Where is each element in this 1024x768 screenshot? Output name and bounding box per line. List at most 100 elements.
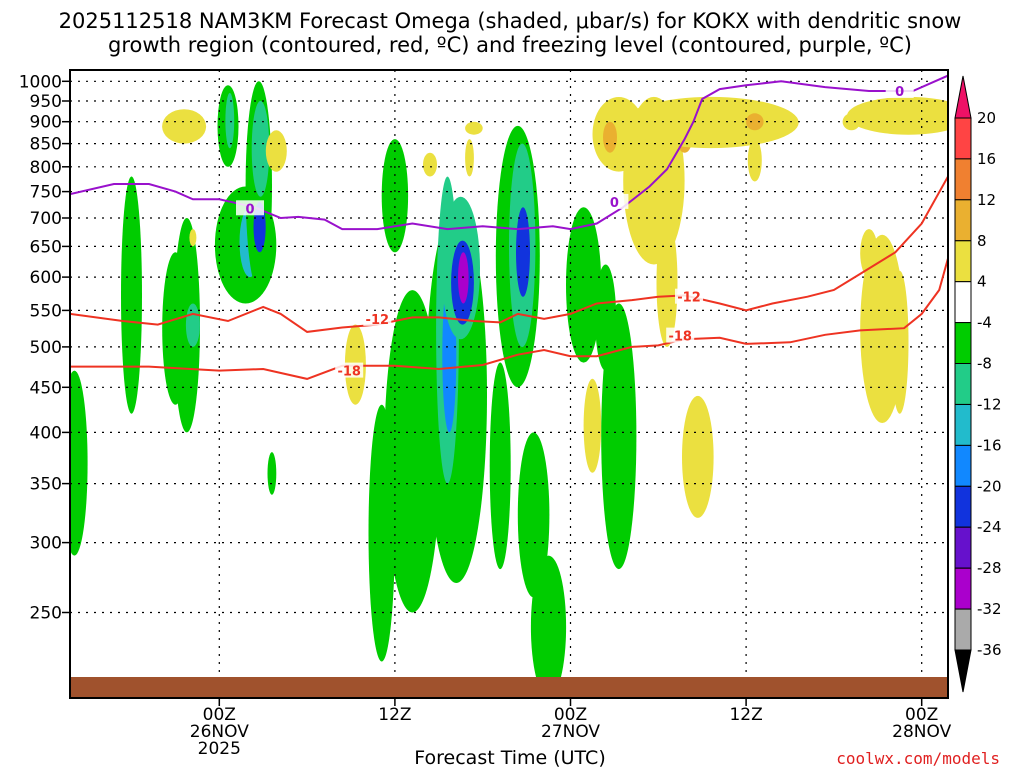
colorbar-band (954, 608, 972, 651)
x-tick-label: 00Z (203, 705, 236, 725)
plot-frame (69, 69, 949, 699)
y-tick-label: 300 (30, 534, 62, 554)
omega-blob (682, 395, 714, 518)
contour-label-bg (600, 193, 629, 209)
colorbar-band (954, 363, 972, 405)
colorbar-band (954, 199, 972, 242)
colorbar-label: -4 (977, 314, 992, 332)
y-tick-label: 950 (30, 92, 62, 112)
omega-blob (189, 229, 197, 247)
omega-blob (601, 303, 637, 570)
colorbar-label: 8 (977, 232, 987, 250)
omega-blob (656, 218, 678, 347)
x-tick-label: 27NOV (541, 722, 600, 742)
x-axis-label: Forecast Time (UTC) (414, 747, 605, 768)
colorbar-band (954, 240, 972, 283)
colorbar-band (954, 404, 972, 446)
omega-blob (265, 130, 287, 172)
colorbar-label: 20 (977, 109, 996, 127)
contour-label-bg (335, 362, 364, 378)
colorbar-band (954, 281, 972, 324)
omega-blob (842, 113, 861, 131)
chart-title-line-1: 2025112518 NAM3KM Forecast Omega (shaded… (59, 9, 962, 33)
omega-blob (603, 121, 617, 153)
y-tick-label: 900 (30, 113, 62, 133)
y-tick-label: 650 (30, 237, 62, 257)
colorbar-label: -36 (977, 641, 1002, 659)
terrain-fill (70, 677, 948, 698)
omega-blob (465, 121, 483, 135)
colorbar: 20 16 12 8 4 -4 -8 -12 -16 -20 -24 -28 -32 -36 (954, 75, 1002, 693)
colorbar-band (954, 158, 972, 201)
omega-blob (225, 93, 235, 149)
omega-blob (583, 378, 602, 473)
colorbar-label: -32 (977, 600, 1002, 618)
chart-title-line-2: growth region (contoured, red, ºC) and f… (108, 33, 912, 57)
contour-line (70, 176, 948, 333)
omega-blob (121, 176, 142, 414)
colorbar-label: -28 (977, 559, 1002, 577)
watermark: coolwx.com/models (836, 749, 1000, 768)
colorbar-band (954, 444, 972, 487)
colorbar-band (954, 117, 972, 160)
x-tick-label: 00Z (905, 705, 938, 725)
y-tick-label: 400 (30, 423, 62, 443)
omega-blob (566, 207, 602, 363)
omega-blob (267, 452, 277, 495)
colorbar-label: -24 (977, 518, 1002, 536)
contour-label: 0 (245, 202, 254, 217)
colorbar-band (954, 526, 972, 569)
y-tick-label: 1000 (19, 72, 62, 92)
contour-label-bg (666, 327, 695, 343)
omega-blob (746, 113, 764, 131)
y-tick-label: 600 (30, 268, 62, 288)
grid-lines (70, 70, 948, 698)
omega-blob (251, 100, 270, 197)
x-tick-label: 12Z (729, 705, 762, 725)
contour-label: 0 (895, 85, 904, 100)
omega-blob (465, 139, 474, 177)
omega-blob (516, 207, 530, 297)
omega-shading (70, 81, 948, 698)
colorbar-label: 12 (977, 191, 996, 209)
omega-blob (860, 229, 878, 278)
contour-label-bg (236, 200, 264, 216)
colorbar-label: -20 (977, 477, 1002, 495)
colorbar-min-triangle (954, 649, 972, 693)
y-tick-label: 450 (30, 378, 62, 398)
colorbar-band (954, 485, 972, 528)
y-tick-label: 350 (30, 475, 62, 495)
contour-label-bg (363, 310, 392, 326)
colorbar-max-triangle (954, 75, 972, 119)
colorbar-label: 16 (977, 150, 996, 168)
colorbar-label: -12 (977, 396, 1002, 414)
omega-blob (530, 555, 567, 698)
omega-blob (423, 152, 437, 177)
contour-label-bg (675, 288, 703, 304)
y-tick-label: 550 (30, 301, 62, 321)
y-tick-label: 750 (30, 183, 62, 203)
y-tick-label: 850 (30, 135, 62, 155)
x-tick-label: 26NOV (190, 722, 249, 742)
contour-label: -18 (668, 330, 692, 345)
contour-label: -12 (677, 291, 701, 306)
y-axis: 2503003504004505005506006507007508008509… (19, 72, 70, 624)
contour-label: -12 (366, 313, 390, 328)
omega-blob (185, 303, 200, 347)
y-tick-label: 500 (30, 338, 62, 358)
omega-blob (162, 109, 207, 144)
contour-label-bg (885, 83, 914, 98)
omega-blob (623, 96, 799, 149)
omega-blob (517, 432, 550, 598)
contour-label: -18 (337, 365, 361, 380)
temperature-contours: -18 -18 -12 -12 0 0 0 (70, 74, 948, 380)
x-tick-label: 00Z (554, 705, 587, 725)
colorbar-label: -8 (977, 355, 992, 373)
omega-blob (70, 370, 88, 556)
omega-blob (381, 139, 409, 253)
x-tick-label: 12Z (378, 705, 411, 725)
omega-blob (890, 270, 909, 414)
omega-blob (489, 362, 511, 570)
